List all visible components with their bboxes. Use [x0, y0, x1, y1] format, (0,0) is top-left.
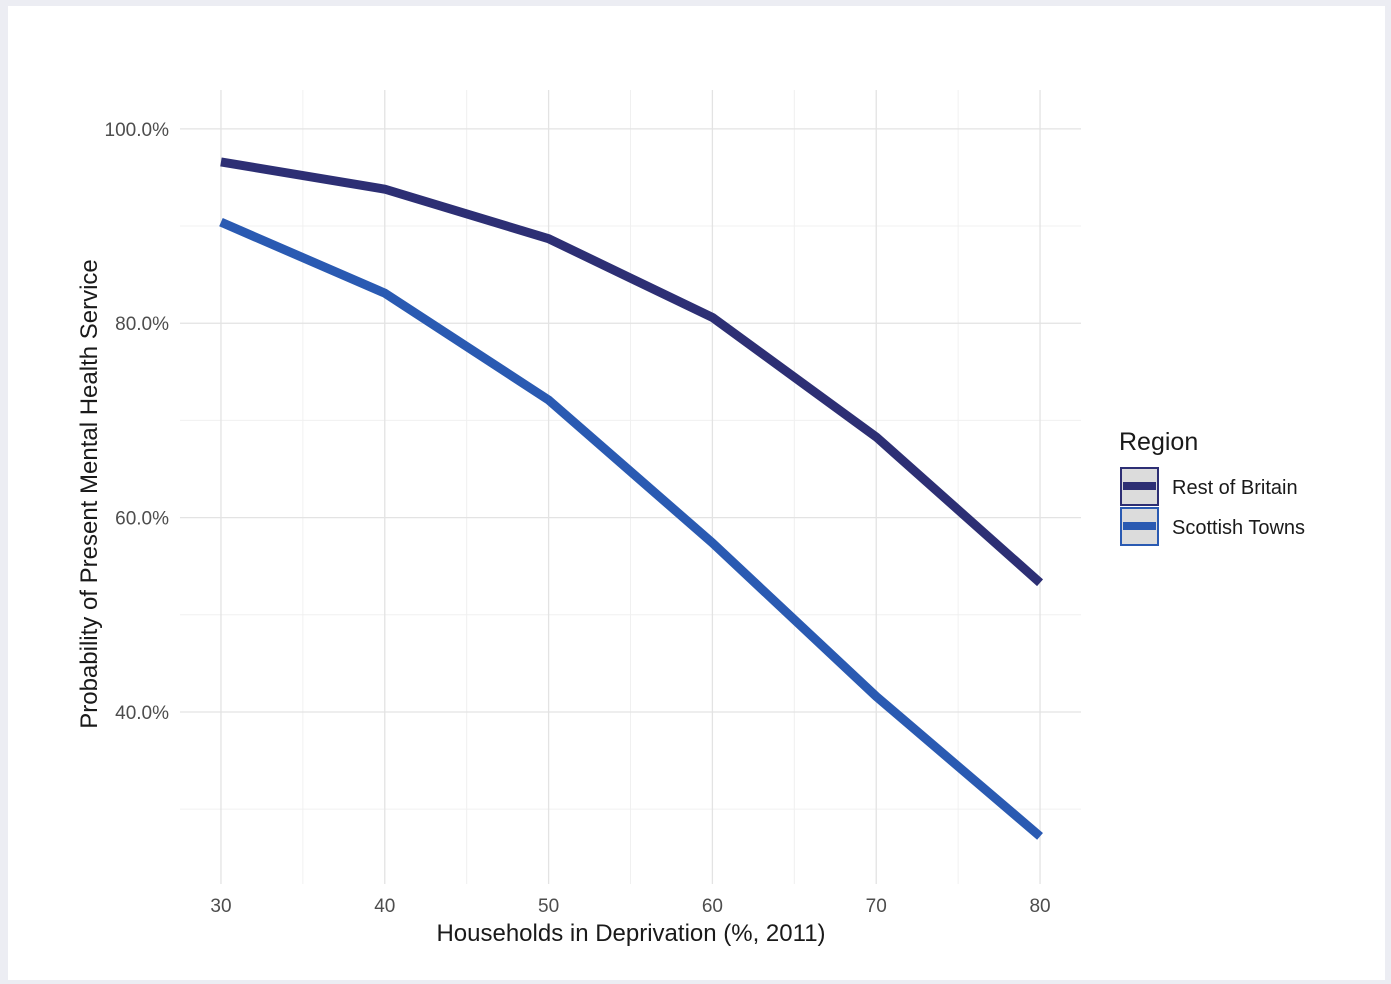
series-line-rest-of-britain [220, 157, 1044, 587]
line-chart: 30 40 50 60 70 80 40.0% 60.0% 80.0% 100.0% House… [76, 90, 1305, 947]
y-tick-label: 60.0% [115, 509, 169, 530]
data-point-scottish-towns [220, 222, 221, 223]
x-tick-label: 60 [702, 896, 723, 917]
data-point-rest-of-britain [712, 317, 713, 318]
data-point-rest-of-britain [220, 161, 221, 162]
x-tick-label: 40 [374, 896, 395, 917]
data-point-rest-of-britain [548, 238, 549, 239]
chart-panel: 30 40 50 60 70 80 40.0% 60.0% 80.0% 100.0% House… [8, 6, 1385, 980]
legend-swatch-scottish-towns [1123, 522, 1156, 530]
x-tick-labels: 30 40 50 60 70 80 [210, 896, 1050, 917]
y-axis-title: Probability of Present Mental Health Ser… [76, 259, 103, 729]
x-tick-label: 30 [210, 896, 231, 917]
data-point-scottish-towns [384, 293, 385, 294]
y-tick-label: 80.0% [115, 314, 169, 335]
legend: Region Rest of Britain Scottish Towns [1119, 428, 1305, 546]
x-tick-label: 70 [866, 896, 887, 917]
y-tick-label: 40.0% [115, 703, 169, 724]
y-tick-label: 100.0% [105, 120, 170, 141]
y-tick-labels: 40.0% 60.0% 80.0% 100.0% [105, 120, 170, 724]
series-line-scottish-towns [219, 218, 1043, 840]
data-point-scottish-towns [712, 542, 713, 543]
grid [180, 90, 1081, 884]
legend-label-scottish-towns: Scottish Towns [1172, 517, 1305, 539]
legend-item-rest-of-britain: Rest of Britain [1120, 467, 1298, 506]
legend-title: Region [1119, 428, 1198, 456]
x-tick-label: 50 [538, 896, 559, 917]
x-axis-title: Households in Deprivation (%, 2011) [436, 920, 825, 947]
data-point-rest-of-britain [384, 189, 385, 190]
legend-item-scottish-towns: Scottish Towns [1120, 507, 1305, 546]
x-tick-label: 80 [1029, 896, 1050, 917]
data-point-rest-of-britain [876, 436, 877, 437]
legend-swatch-rest-of-britain [1123, 482, 1156, 490]
data-point-scottish-towns [876, 696, 877, 697]
data-point-scottish-towns [548, 400, 549, 401]
series-lines [219, 157, 1044, 840]
data-point-scottish-towns [1040, 836, 1041, 837]
data-point-rest-of-britain [1040, 582, 1041, 583]
legend-label-rest-of-britain: Rest of Britain [1172, 477, 1298, 499]
